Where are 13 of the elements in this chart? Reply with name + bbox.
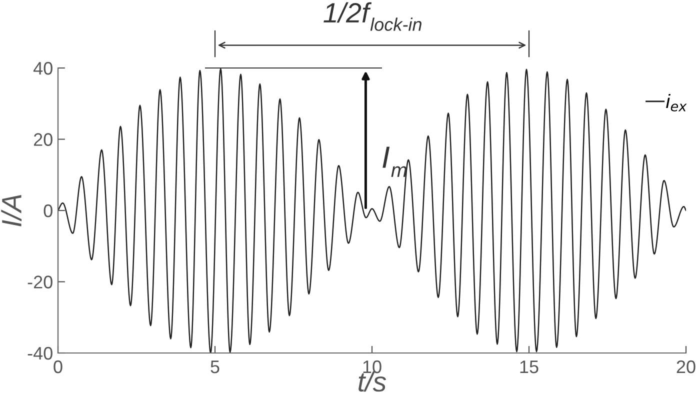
legend-label: i$_{ex}$: [666, 94, 687, 112]
x-tick-label: 15: [520, 360, 538, 374]
x-tick-label: 20: [676, 360, 696, 374]
y-tick-label: 0: [44, 204, 52, 218]
x-tick-label: 0: [54, 360, 62, 374]
x-axis-title: t/s: [358, 371, 386, 392]
y-tick-label: -20: [28, 276, 52, 288]
y-tick-label: -40: [28, 346, 52, 360]
y-axis-title: I/A: [1, 195, 22, 226]
x-tick-label: 5: [210, 360, 220, 374]
x-tick-label: 10: [363, 360, 382, 374]
y-tick-label: 40: [33, 62, 52, 75]
y-tick-label: 20: [34, 133, 52, 146]
